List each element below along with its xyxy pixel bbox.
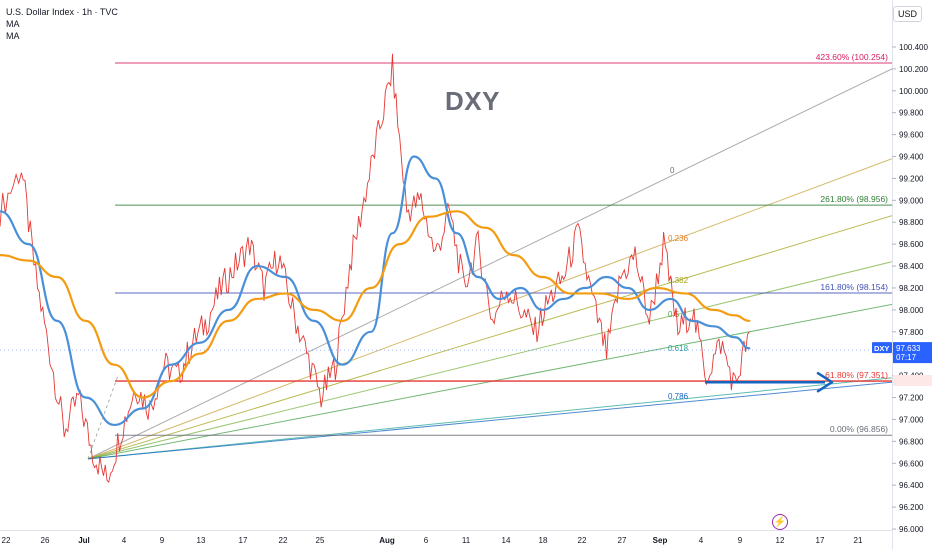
y-tick-label: 96.800 <box>899 437 924 446</box>
fib-fan-line <box>87 158 893 460</box>
y-tick-label: 98.600 <box>899 240 924 249</box>
symbol-badge-label: DXY <box>874 344 889 353</box>
price-value: 97.633 <box>896 344 921 353</box>
y-tick-label: 98.800 <box>899 218 924 227</box>
x-tick-label: Jul <box>78 536 90 545</box>
fib-fan-line <box>87 261 893 460</box>
price-axis: 100.400 100.200 100.000 99.800 99.600 99.400 9… <box>872 43 932 534</box>
x-tick-label: 22 <box>279 536 288 545</box>
x-tick-label: 11 <box>462 536 471 545</box>
chart-legend: U.S. Dollar Index · 1h · TVC MA MA <box>6 6 118 42</box>
y-tick-label: 96.200 <box>899 503 924 512</box>
fib-level-label: 0.00% (96.856) <box>830 424 888 434</box>
x-tick-label: 14 <box>502 536 511 545</box>
x-tick-label: 9 <box>160 536 165 545</box>
x-tick-label: 12 <box>776 536 785 545</box>
y-tick-label: 99.600 <box>899 131 924 140</box>
x-tick-label: 4 <box>699 536 704 545</box>
price-line <box>0 53 750 483</box>
x-tick-label: Sep <box>653 536 668 545</box>
y-tick-label: 100.000 <box>899 87 928 96</box>
projection-arrow-head <box>816 371 834 393</box>
x-tick-label: 17 <box>239 536 248 545</box>
annotations <box>0 349 892 460</box>
fib-level-label: 261.80% (98.956) <box>820 194 888 204</box>
fib-band <box>115 380 892 382</box>
y-tick-label: 97.200 <box>899 394 924 403</box>
fib-fan-label: 0 <box>670 166 675 175</box>
y-tick-label: 99.200 <box>899 174 924 183</box>
x-tick-label: 13 <box>197 536 206 545</box>
fib-level-label: 161.80% (98.154) <box>820 282 888 292</box>
y-tick-label: 96.400 <box>899 481 924 490</box>
symbol-badge <box>872 342 892 354</box>
y-tick-label: 99.800 <box>899 109 924 118</box>
y-tick-label: 99.000 <box>899 196 924 205</box>
fib-level-label: 423.60% (100.254) <box>816 52 888 62</box>
fib-level-label: 61.80% (97.351) <box>825 370 888 380</box>
fib-fan-label: 0.382 <box>668 276 689 285</box>
y-tick-label: 98.400 <box>899 262 924 271</box>
y-tick-label: 100.400 <box>899 43 928 52</box>
fan-anchor-dash <box>87 375 119 460</box>
y-tick-label: 98.200 <box>899 284 924 293</box>
plot-area <box>0 0 892 530</box>
fib-fan-line <box>87 68 893 460</box>
ma-long-line <box>0 210 751 399</box>
symbol-title[interactable]: U.S. Dollar Index · 1h · TVC <box>6 7 118 17</box>
ma-short-line <box>0 155 751 427</box>
fib-fan-label: 0.236 <box>668 234 689 243</box>
x-tick-label: Aug <box>379 536 395 545</box>
y-tick-label: 99.400 <box>899 153 924 162</box>
series-lines <box>0 53 751 483</box>
time-axis: 22 26 Jul 4 9 13 17 22 25 Aug 6 11 14 18 22 27 Sep 4 9 12 17… <box>2 536 863 545</box>
fib-fan-line <box>87 215 893 460</box>
x-tick-label: 18 <box>539 536 548 545</box>
y-tick-label: 98.000 <box>899 306 924 315</box>
price-badge <box>893 342 932 364</box>
y-tick-label: 100.200 <box>899 65 928 74</box>
fib-fan-line <box>87 377 893 460</box>
fib-price-badge <box>893 374 932 386</box>
y-tick-label: 97.800 <box>899 328 924 337</box>
x-tick-label: 22 <box>578 536 587 545</box>
x-tick-label: 17 <box>816 536 825 545</box>
fib-fan-label: 0.786 <box>668 392 689 401</box>
flash-icon[interactable]: ⚡ <box>772 514 788 530</box>
indicator-ma-2[interactable]: MA <box>6 31 20 41</box>
y-tick-label: 96.000 <box>899 525 924 534</box>
indicator-ma-1[interactable]: MA <box>6 19 20 29</box>
fib-fan-line <box>87 381 893 460</box>
chart-watermark: DXY <box>445 86 500 116</box>
fib-fan-label: 0.618 <box>668 344 689 353</box>
y-tick-label: 96.600 <box>899 459 924 468</box>
currency-button[interactable]: USD <box>892 6 922 22</box>
x-tick-label: 4 <box>122 536 127 545</box>
x-tick-label: 21 <box>854 536 863 545</box>
price-countdown: 07:17 <box>896 353 917 362</box>
x-tick-label: 25 <box>316 536 325 545</box>
x-tick-label: 22 <box>2 536 11 545</box>
x-tick-label: 27 <box>618 536 627 545</box>
x-tick-label: 6 <box>424 536 429 545</box>
x-tick-label: 26 <box>41 536 50 545</box>
y-tick-label: 97.000 <box>899 415 924 424</box>
x-tick-label: 9 <box>738 536 743 545</box>
